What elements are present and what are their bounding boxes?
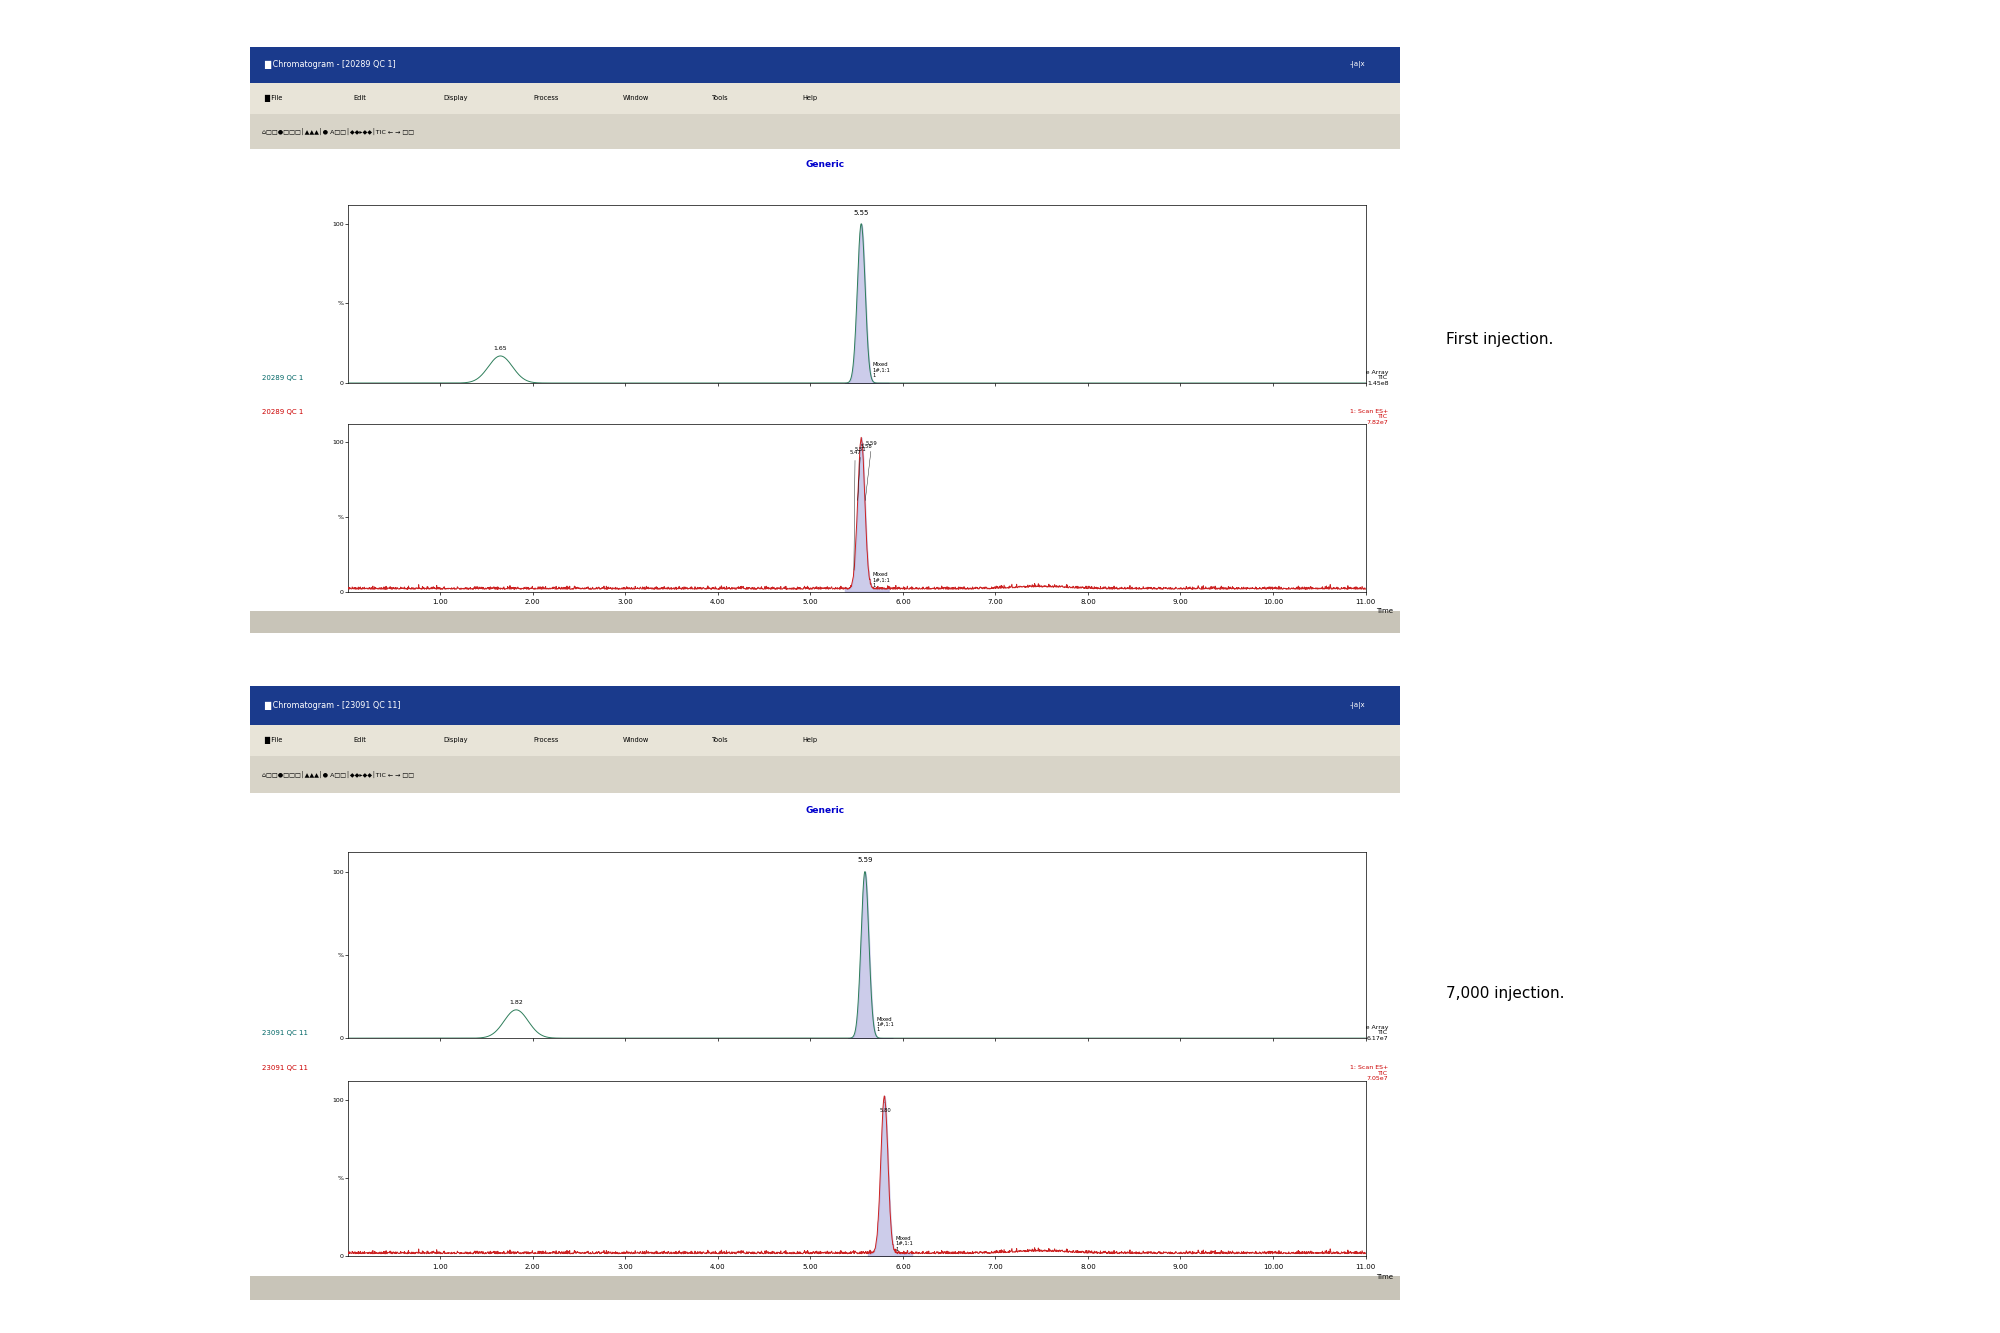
Text: 20289 QC 1: 20289 QC 1 — [262, 409, 302, 415]
Text: 5.47: 5.47 — [850, 449, 860, 571]
Text: 5.51: 5.51 — [854, 447, 866, 500]
Text: 5.80: 5.80 — [880, 1102, 892, 1113]
Bar — [250, 113, 1400, 149]
Text: ⌂□□●□□□│▲▲▲│● A□□│◆◆▸◆◆│TIC ← → □□: ⌂□□●□□□│▲▲▲│● A□□│◆◆▸◆◆│TIC ← → □□ — [262, 772, 414, 778]
Text: 5.59: 5.59 — [858, 857, 872, 864]
Text: 5.58: 5.58 — [860, 444, 872, 449]
Text: Process: Process — [532, 95, 558, 101]
Text: 2: Diode Array
TIC
1.45e8: 2: Diode Array TIC 1.45e8 — [1344, 369, 1388, 385]
Text: Time: Time — [1376, 608, 1392, 615]
Text: 23091 QC 11: 23091 QC 11 — [262, 1029, 308, 1036]
Text: 5.55: 5.55 — [854, 209, 868, 216]
Bar — [250, 686, 1400, 725]
Text: Mixed
1#,1:1
1: Mixed 1#,1:1 1 — [896, 1236, 914, 1252]
Text: Edit: Edit — [354, 95, 366, 101]
Text: Generic: Generic — [806, 805, 844, 814]
Text: Window: Window — [622, 95, 648, 101]
Text: Mixed
1#,1:1
1: Mixed 1#,1:1 1 — [872, 572, 890, 588]
Text: 1: Scan ES+
TIC
7.05e7: 1: Scan ES+ TIC 7.05e7 — [1350, 1065, 1388, 1081]
Bar — [250, 611, 1400, 633]
Bar — [250, 725, 1400, 756]
Text: █ File: █ File — [264, 95, 282, 101]
Text: Process: Process — [532, 737, 558, 744]
Text: 5.59: 5.59 — [866, 441, 878, 500]
Text: ⌂□□●□□□│▲▲▲│● A□□│◆◆▸◆◆│TIC ← → □□: ⌂□□●□□□│▲▲▲│● A□□│◆◆▸◆◆│TIC ← → □□ — [262, 128, 414, 135]
Text: █ Chromatogram - [20289 QC 1]: █ Chromatogram - [20289 QC 1] — [264, 60, 396, 69]
Text: Tools: Tools — [712, 95, 728, 101]
Text: Edit: Edit — [354, 737, 366, 744]
Text: Time: Time — [1376, 1273, 1392, 1280]
Text: █ File: █ File — [264, 737, 282, 744]
Text: -|a|x: -|a|x — [1350, 702, 1366, 709]
Text: First injection.: First injection. — [1446, 332, 1554, 348]
Text: 7,000 injection.: 7,000 injection. — [1446, 985, 1564, 1001]
Text: 2: Diode Array
TIC
6.17e7: 2: Diode Array TIC 6.17e7 — [1344, 1025, 1388, 1041]
Text: -|a|x: -|a|x — [1350, 61, 1366, 68]
Text: 23091 QC 11: 23091 QC 11 — [262, 1065, 308, 1072]
Bar — [250, 1277, 1400, 1300]
Text: Help: Help — [802, 95, 818, 101]
Text: Window: Window — [622, 737, 648, 744]
Text: Mixed
1#,1:1
1: Mixed 1#,1:1 1 — [872, 363, 890, 379]
Bar — [250, 47, 1400, 83]
Text: Display: Display — [444, 95, 468, 101]
Text: 20289 QC 1: 20289 QC 1 — [262, 375, 302, 381]
Text: 1.65: 1.65 — [494, 347, 508, 351]
Bar — [250, 83, 1400, 113]
Text: Tools: Tools — [712, 737, 728, 744]
Text: █ Chromatogram - [23091 QC 11]: █ Chromatogram - [23091 QC 11] — [264, 701, 400, 710]
Text: Display: Display — [444, 737, 468, 744]
Text: 1.82: 1.82 — [510, 1000, 524, 1005]
Text: 1: Scan ES+
TIC
7.82e7: 1: Scan ES+ TIC 7.82e7 — [1350, 409, 1388, 425]
Text: Help: Help — [802, 737, 818, 744]
Bar — [250, 756, 1400, 793]
Text: Generic: Generic — [806, 160, 844, 169]
Text: Mixed
1#,1:1
1: Mixed 1#,1:1 1 — [876, 1017, 894, 1032]
